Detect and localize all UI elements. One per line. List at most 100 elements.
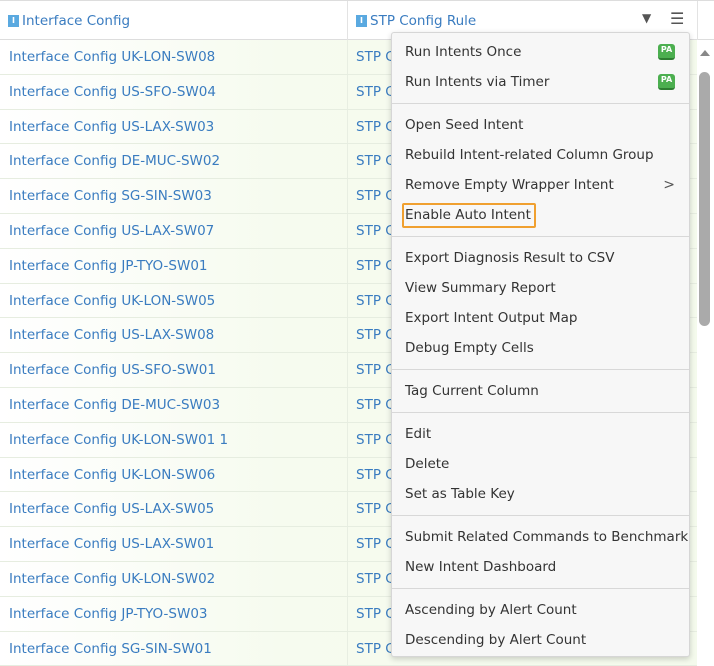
column-divider: [347, 283, 348, 318]
column-divider: [347, 353, 348, 387]
menu-item-view-summary-report[interactable]: View Summary Report: [392, 273, 689, 303]
column-header-stp-config-rule[interactable]: I STP Config Rule: [356, 1, 476, 40]
menu-item-label: Open Seed Intent: [405, 117, 524, 133]
interface-config-cell[interactable]: Interface Config US-LAX-SW05: [9, 501, 215, 518]
stp-config-rule-cell[interactable]: STP C: [356, 118, 395, 135]
column-divider: [347, 387, 348, 422]
column-divider: [347, 318, 348, 353]
interface-config-cell[interactable]: Interface Config US-SFO-SW04: [9, 83, 216, 100]
menu-item-set-as-table-key[interactable]: Set as Table Key: [392, 479, 689, 509]
menu-item-label: Edit: [405, 426, 432, 442]
column-title: Interface Config: [22, 12, 131, 29]
menu-item-label: Enable Auto Intent: [405, 207, 531, 223]
menu-item-delete[interactable]: Delete: [392, 449, 689, 479]
table-row[interactable]: Interface Config UK-LON-SW05 STP C: [0, 283, 697, 319]
menu-item-enable-auto-intent[interactable]: Enable Auto Intent: [392, 200, 689, 230]
column-divider: [347, 561, 348, 596]
menu-item-ascending-by-alert-count[interactable]: Ascending by Alert Count: [392, 595, 689, 625]
scroll-up-icon[interactable]: [700, 50, 710, 56]
highlight-box: [402, 203, 536, 228]
interface-config-cell[interactable]: Interface Config JP-TYO-SW03: [9, 605, 208, 622]
stp-config-rule-cell[interactable]: STP C: [356, 501, 395, 518]
menu-item-label: Export Intent Output Map: [405, 310, 578, 326]
column-divider: [347, 40, 348, 74]
pa-badge-icon: PA: [658, 44, 675, 60]
stp-config-rule-cell[interactable]: STP C: [356, 153, 395, 170]
menu-item-label: Remove Empty Wrapper Intent: [405, 177, 614, 193]
menu-separator: [392, 412, 689, 413]
menu-item-label: Delete: [405, 456, 450, 472]
column-divider: [347, 457, 348, 492]
column-divider: [347, 492, 348, 527]
menu-separator: [392, 588, 689, 589]
menu-item-run-intents-via-timer[interactable]: Run Intents via Timer PA: [392, 67, 689, 97]
column-divider: [347, 422, 348, 457]
menu-item-open-seed-intent[interactable]: Open Seed Intent: [392, 110, 689, 140]
interface-config-cell[interactable]: Interface Config DE-MUC-SW02: [9, 153, 221, 170]
menu-separator: [392, 515, 689, 516]
column-divider: [347, 74, 348, 109]
menu-item-label: Ascending by Alert Count: [405, 602, 577, 618]
stp-config-rule-cell[interactable]: STP C: [356, 536, 395, 553]
stp-config-rule-cell[interactable]: STP C: [356, 188, 395, 205]
interface-config-cell[interactable]: Interface Config US-LAX-SW07: [9, 222, 215, 239]
stp-config-rule-cell[interactable]: STP C: [356, 222, 395, 239]
menu-item-run-intents-once[interactable]: Run Intents Once PA: [392, 37, 689, 67]
column-menu-icon[interactable]: ☰: [670, 9, 685, 28]
menu-item-label: View Summary Report: [405, 280, 556, 296]
interface-config-cell[interactable]: Interface Config US-LAX-SW03: [9, 118, 215, 135]
interface-config-cell[interactable]: Interface Config JP-TYO-SW01: [9, 257, 208, 274]
menu-item-new-intent-dashboard[interactable]: New Intent Dashboard: [392, 552, 689, 582]
stp-config-rule-cell[interactable]: STP C: [356, 640, 395, 657]
column-divider: [347, 144, 348, 179]
column-divider: [347, 596, 348, 631]
interface-config-cell[interactable]: Interface Config UK-LON-SW06: [9, 466, 216, 483]
stp-config-rule-cell[interactable]: STP C: [356, 570, 395, 587]
interface-config-cell[interactable]: Interface Config SG-SIN-SW01: [9, 640, 212, 657]
interface-config-cell[interactable]: Interface Config UK-LON-SW01 1: [9, 431, 229, 448]
menu-item-label: Run Intents Once: [405, 44, 522, 60]
stp-config-rule-cell[interactable]: STP C: [356, 257, 395, 274]
menu-item-remove-empty-wrapper-intent[interactable]: Remove Empty Wrapper Intent >: [392, 170, 689, 200]
stp-config-rule-cell[interactable]: STP C: [356, 466, 395, 483]
menu-item-export-diagnosis-result-to-csv[interactable]: Export Diagnosis Result to CSV: [392, 243, 689, 273]
menu-item-debug-empty-cells[interactable]: Debug Empty Cells: [392, 333, 689, 363]
interface-config-cell[interactable]: Interface Config UK-LON-SW02: [9, 570, 216, 587]
menu-item-edit[interactable]: Edit: [392, 419, 689, 449]
menu-item-label: Set as Table Key: [405, 486, 515, 502]
stp-config-rule-cell[interactable]: STP C: [356, 362, 395, 379]
stp-config-rule-cell[interactable]: STP C: [356, 605, 395, 622]
stp-config-rule-cell[interactable]: STP C: [356, 396, 395, 413]
interface-config-cell[interactable]: Interface Config SG-SIN-SW03: [9, 188, 212, 205]
filter-icon[interactable]: ▼: [642, 11, 652, 25]
interface-config-cell[interactable]: Interface Config UK-LON-SW05: [9, 292, 216, 309]
menu-item-label: Rebuild Intent-related Column Group: [405, 147, 654, 163]
chevron-right-icon: >: [663, 177, 675, 193]
stp-config-rule-cell[interactable]: STP C: [356, 327, 395, 344]
menu-separator: [392, 369, 689, 370]
menu-item-label: Descending by Alert Count: [405, 632, 587, 648]
interface-config-cell[interactable]: Interface Config US-SFO-SW01: [9, 362, 216, 379]
menu-item-submit-related-commands-to-benchmark[interactable]: Submit Related Commands to Benchmark: [392, 522, 689, 552]
interface-config-cell[interactable]: Interface Config DE-MUC-SW03: [9, 396, 221, 413]
intent-column-icon: I: [8, 14, 19, 27]
interface-config-cell[interactable]: Interface Config US-LAX-SW01: [9, 536, 215, 553]
menu-separator: [392, 103, 689, 104]
menu-item-tag-current-column[interactable]: Tag Current Column: [392, 376, 689, 406]
pa-badge-icon: PA: [658, 74, 675, 90]
stp-config-rule-cell[interactable]: STP C: [356, 431, 395, 448]
column-header-interface-config[interactable]: I Interface Config: [8, 1, 130, 40]
menu-item-rebuild-intent-related-column-group[interactable]: Rebuild Intent-related Column Group: [392, 140, 689, 170]
column-divider: [347, 248, 348, 283]
scrollbar-thumb[interactable]: [699, 72, 710, 326]
column-divider[interactable]: [347, 1, 348, 40]
column-divider: [697, 1, 698, 40]
interface-config-cell[interactable]: Interface Config US-LAX-SW08: [9, 327, 215, 344]
interface-config-cell[interactable]: Interface Config UK-LON-SW08: [9, 49, 216, 65]
menu-item-export-intent-output-map[interactable]: Export Intent Output Map: [392, 303, 689, 333]
stp-config-rule-cell[interactable]: STP C: [356, 83, 395, 100]
stp-config-rule-cell[interactable]: STP C: [356, 292, 395, 309]
vertical-scrollbar[interactable]: [697, 40, 714, 666]
stp-config-rule-cell[interactable]: STP C: [356, 49, 395, 65]
menu-item-descending-by-alert-count[interactable]: Descending by Alert Count: [392, 625, 689, 655]
